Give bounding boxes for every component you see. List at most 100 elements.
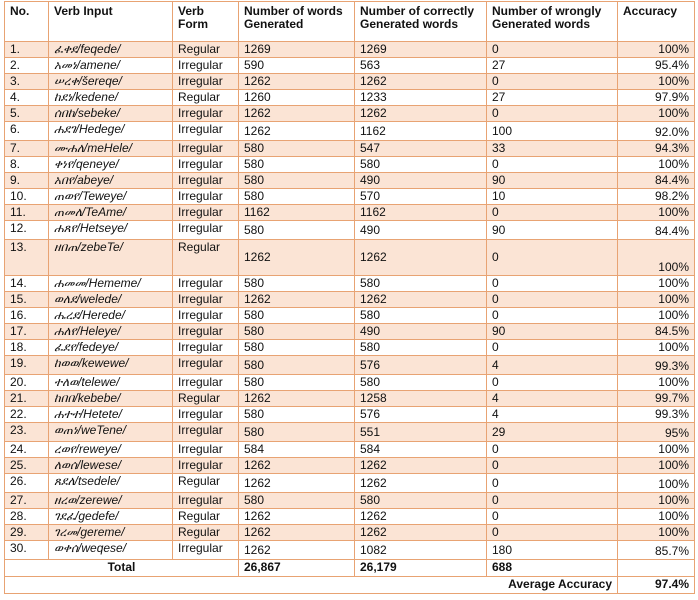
- cell-generated: 580: [238, 220, 355, 240]
- cell-verb-input: ዘረወ/zerewe/: [48, 492, 173, 509]
- table-row: 21. ከበበ/kebebe/Regular 1262 1258 4 99.7%: [4, 390, 695, 407]
- cell-no: 5.: [4, 105, 49, 122]
- cell-wrong: 10: [486, 188, 618, 205]
- cell-wrong: 0: [486, 105, 618, 122]
- cell-generated: 1262: [238, 457, 355, 474]
- table-row: 18. ፈደየ/fedeye/Irregular 580 580 0 100%: [4, 339, 695, 356]
- cell-verb-form: Regular: [172, 41, 239, 58]
- cell-accuracy: 84.4%: [617, 172, 695, 189]
- cell-verb-input: ወቀሰ/weqese/: [48, 540, 173, 560]
- cell-verb-input: ቀነየ/qeneye/: [48, 156, 173, 173]
- table-row: 15. ወለደ/welede/Irregular 1262 1262 0 100%: [4, 291, 695, 308]
- cell-correct: 580: [354, 156, 487, 173]
- cell-verb-form: Regular: [172, 390, 239, 407]
- cell-wrong: 4: [486, 390, 618, 407]
- cell-no: 16.: [4, 307, 49, 324]
- cell-wrong: 0: [486, 524, 618, 541]
- cell-verb-form: Irregular: [172, 156, 239, 173]
- cell-accuracy: 100%: [617, 473, 695, 493]
- cell-verb-form: Irregular: [172, 172, 239, 189]
- cell-generated: 1262: [238, 73, 355, 90]
- cell-verb-input: አበየ/abeye/: [48, 172, 173, 189]
- cell-accuracy: 100%: [617, 339, 695, 356]
- cell-accuracy: 100%: [617, 307, 695, 324]
- cell-verb-input: ጸደለ/tsedele/: [48, 473, 173, 493]
- header-generated: Number of words Generated: [238, 1, 355, 42]
- cell-generated: 1162: [238, 204, 355, 221]
- cell-no: 1.: [4, 41, 49, 58]
- table-row: 22. ሐተተ/Hetete/Irregular 580 576 4 99.3%: [4, 406, 695, 423]
- cell-wrong: 0: [486, 508, 618, 525]
- cell-correct: 1262: [354, 473, 487, 493]
- cell-generated: 1262: [238, 524, 355, 541]
- cell-no: 12.: [4, 220, 49, 240]
- cell-wrong: 0: [486, 239, 618, 276]
- cell-no: 29.: [4, 524, 49, 541]
- cell-verb-form: Irregular: [172, 457, 239, 474]
- table-row: 29. ገረመ/gereme/Regular 1262 1262 0 100%: [4, 524, 695, 541]
- cell-correct: 1269: [354, 41, 487, 58]
- cell-no: 19.: [4, 355, 49, 375]
- header-correct: Number of correctly Generated words: [354, 1, 487, 42]
- cell-wrong: 4: [486, 406, 618, 423]
- cell-generated: 580: [238, 188, 355, 205]
- table-row: 2. አመነ/amene/Irregular 590 563 27 95.4%: [4, 57, 695, 74]
- cell-accuracy: 100%: [617, 508, 695, 525]
- table-row: 9. አበየ/abeye/Irregular 580 490 90 84.4%: [4, 172, 695, 189]
- cell-no: 11.: [4, 204, 49, 221]
- cell-correct: 1262: [354, 105, 487, 122]
- cell-no: 2.: [4, 57, 49, 74]
- cell-wrong: 0: [486, 204, 618, 221]
- cell-generated: 1262: [238, 291, 355, 308]
- cell-accuracy: 85.7%: [617, 540, 695, 560]
- total-row: Total 26,867 26,179 688: [4, 559, 695, 577]
- cell-verb-input: ሐተተ/Hetete/: [48, 406, 173, 423]
- cell-accuracy: 100%: [617, 239, 695, 276]
- cell-correct: 490: [354, 172, 487, 189]
- cell-verb-form: Irregular: [172, 204, 239, 221]
- cell-wrong: 4: [486, 355, 618, 375]
- cell-no: 14.: [4, 275, 49, 292]
- average-label: Average Accuracy: [4, 576, 618, 594]
- cell-generated: 580: [238, 307, 355, 324]
- cell-accuracy: 100%: [617, 374, 695, 391]
- cell-verb-form: Regular: [172, 524, 239, 541]
- cell-verb-input: ለወሰ/lewese/: [48, 457, 173, 474]
- table-row: 8. ቀነየ/qeneye/Irregular 580 580 0 100%: [4, 156, 695, 173]
- table-row: 5. ሰበከ/sebeke/Irregular 1262 1262 0 100%: [4, 105, 695, 122]
- table-row: 12. ሐጸየ/Hetseye/Irregular 580 490 90 84.4%: [4, 220, 695, 240]
- cell-accuracy: 100%: [617, 457, 695, 474]
- cell-wrong: 100: [486, 121, 618, 141]
- cell-verb-form: Regular: [172, 508, 239, 525]
- cell-no: 23.: [4, 422, 49, 442]
- cell-wrong: 90: [486, 220, 618, 240]
- cell-accuracy: 100%: [617, 492, 695, 509]
- cell-verb-input: ሐመመ/Hememe/: [48, 275, 173, 292]
- table-row: 26. ጸደለ/tsedele/Regular 1262 1262 0 100%: [4, 473, 695, 493]
- cell-verb-input: ከደነ/kedene/: [48, 89, 173, 106]
- cell-wrong: 0: [486, 441, 618, 458]
- cell-verb-input: ከበበ/kebebe/: [48, 390, 173, 407]
- cell-generated: 590: [238, 57, 355, 74]
- cell-no: 6.: [4, 121, 49, 141]
- cell-verb-input: አመነ/amene/: [48, 57, 173, 74]
- cell-correct: 1262: [354, 457, 487, 474]
- cell-accuracy: 100%: [617, 275, 695, 292]
- cell-accuracy: 99.3%: [617, 355, 695, 375]
- cell-wrong: 0: [486, 41, 618, 58]
- cell-generated: 1262: [238, 105, 355, 122]
- cell-generated: 580: [238, 406, 355, 423]
- accuracy-table: No. Verb Input Verb Form Number of words…: [4, 1, 695, 594]
- cell-verb-input: ሔረደ/Herede/: [48, 307, 173, 324]
- cell-generated: 1262: [238, 390, 355, 407]
- cell-verb-input: ከወወ/kewewe/: [48, 355, 173, 375]
- cell-wrong: 0: [486, 156, 618, 173]
- cell-accuracy: 84.5%: [617, 323, 695, 340]
- cell-correct: 1262: [354, 291, 487, 308]
- cell-correct: 576: [354, 406, 487, 423]
- table-row: 30. ወቀሰ/weqese/Irregular 1262 1082 180 85.7%: [4, 540, 695, 560]
- cell-accuracy: 100%: [617, 524, 695, 541]
- cell-wrong: 0: [486, 339, 618, 356]
- table-row: 23. ወጠነ/weTene/Irregular 580 551 29 95%: [4, 422, 695, 442]
- header-wrong: Number of wrongly Generated words: [486, 1, 618, 42]
